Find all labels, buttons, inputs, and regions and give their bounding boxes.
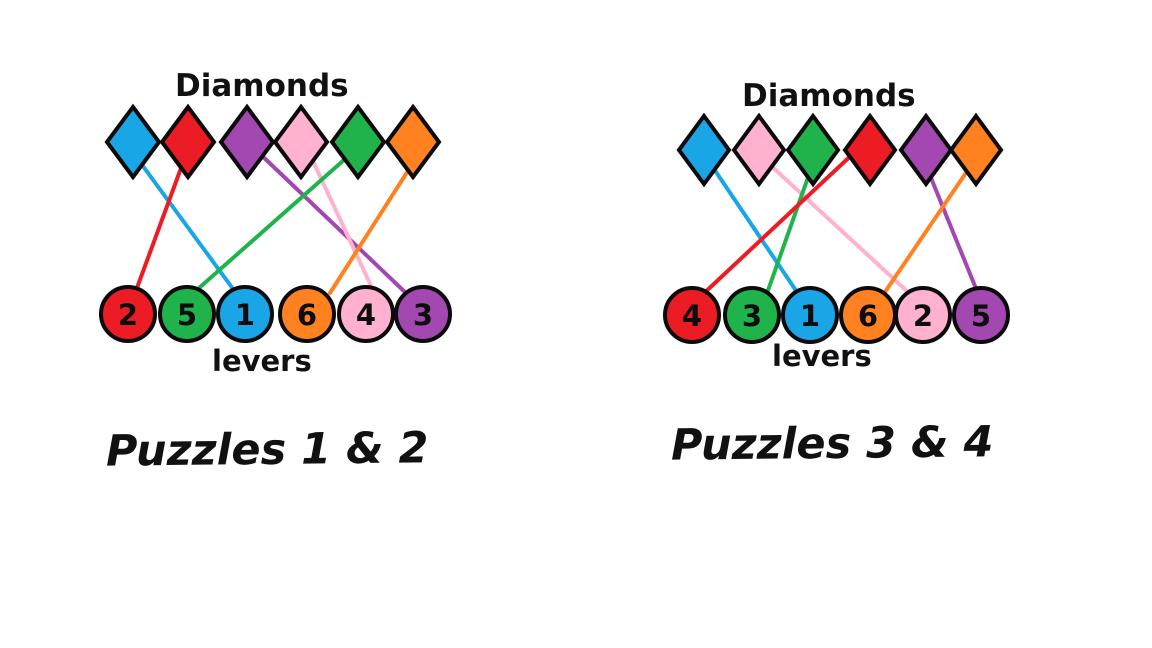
lever-number: 3 [413, 298, 433, 332]
puzzle-title: Puzzles 1 & 2 [105, 423, 429, 477]
blue-lever-circle [216, 285, 274, 343]
green-connection-line [764, 167, 813, 298]
red-connection-line [132, 158, 186, 298]
orange-diamond-icon [948, 112, 1004, 188]
pink-diamond-icon [272, 103, 330, 181]
lever-3[interactable]: 3 [394, 285, 452, 343]
purple-diamond-icon [218, 103, 276, 181]
puzzle-1-2-panel: Diamonds 2 5 1 6 4 3 levers Puzzles 1 & 2 [99, 68, 452, 477]
red-diamond-icon [842, 112, 898, 188]
purple-diamond-icon [898, 112, 954, 188]
green-lever-circle [158, 285, 216, 343]
blue-lever-circle [781, 286, 839, 344]
lever-number: 2 [913, 299, 933, 333]
lever-number: 5 [177, 298, 197, 332]
lever-number: 5 [971, 299, 991, 333]
red-diamond-icon [159, 103, 217, 181]
lever-6[interactable]: 6 [839, 286, 897, 344]
orange-connection-line [883, 159, 976, 294]
purple-lever-circle [952, 286, 1010, 344]
lever-5[interactable]: 5 [158, 285, 216, 343]
lever-number: 6 [297, 298, 317, 332]
orange-lever-circle [278, 285, 336, 343]
green-connection-line [197, 150, 355, 290]
lever-number: 1 [235, 298, 255, 332]
lever-number: 4 [682, 299, 702, 333]
puzzle-1-2-board: 2 5 1 6 4 3 [99, 103, 452, 343]
red-lever-circle [99, 285, 157, 343]
puzzle-3-4-panel: Diamonds 4 3 1 6 2 5 levers Puzzles 3 & 4 [576, 0, 1152, 648]
purple-connection-line [927, 171, 979, 293]
blue-diamond-icon [104, 103, 162, 181]
blue-diamond-icon [676, 112, 732, 188]
levers-label: levers [772, 339, 872, 373]
lever-number: 1 [800, 299, 820, 333]
orange-connection-line [328, 161, 415, 295]
lever-6[interactable]: 6 [278, 285, 336, 343]
lever-1[interactable]: 1 [781, 286, 839, 344]
diamonds-label: Diamonds [175, 68, 349, 104]
lever-2[interactable]: 2 [99, 285, 157, 343]
lever-number: 3 [742, 299, 762, 333]
green-diamond-icon [329, 103, 387, 181]
puzzle-title: Puzzles 3 & 4 [670, 417, 994, 471]
pink-lever-circle [337, 285, 395, 343]
lever-4[interactable]: 4 [663, 286, 721, 344]
green-lever-circle [723, 286, 781, 344]
red-connection-line [699, 148, 859, 298]
green-diamond-icon [785, 112, 841, 188]
pink-connection-line [766, 161, 911, 295]
puzzle-3-4-board: 4 3 1 6 2 5 [663, 112, 1010, 344]
purple-lever-circle [394, 285, 452, 343]
pink-lever-circle [894, 286, 952, 344]
pink-diamond-icon [731, 112, 787, 188]
lever-1[interactable]: 1 [216, 285, 274, 343]
lever-4[interactable]: 4 [337, 285, 395, 343]
red-lever-circle [663, 286, 721, 344]
orange-diamond-icon [384, 103, 442, 181]
lever-3[interactable]: 3 [723, 286, 781, 344]
lever-5[interactable]: 5 [952, 286, 1010, 344]
levers-label: levers [212, 344, 312, 378]
lever-2[interactable]: 2 [894, 286, 952, 344]
diamonds-label: Diamonds [742, 78, 916, 114]
lever-number: 2 [118, 298, 138, 332]
purple-connection-line [256, 150, 409, 296]
lever-number: 4 [356, 298, 376, 332]
blue-connection-line [712, 167, 801, 297]
lever-number: 6 [858, 299, 878, 333]
